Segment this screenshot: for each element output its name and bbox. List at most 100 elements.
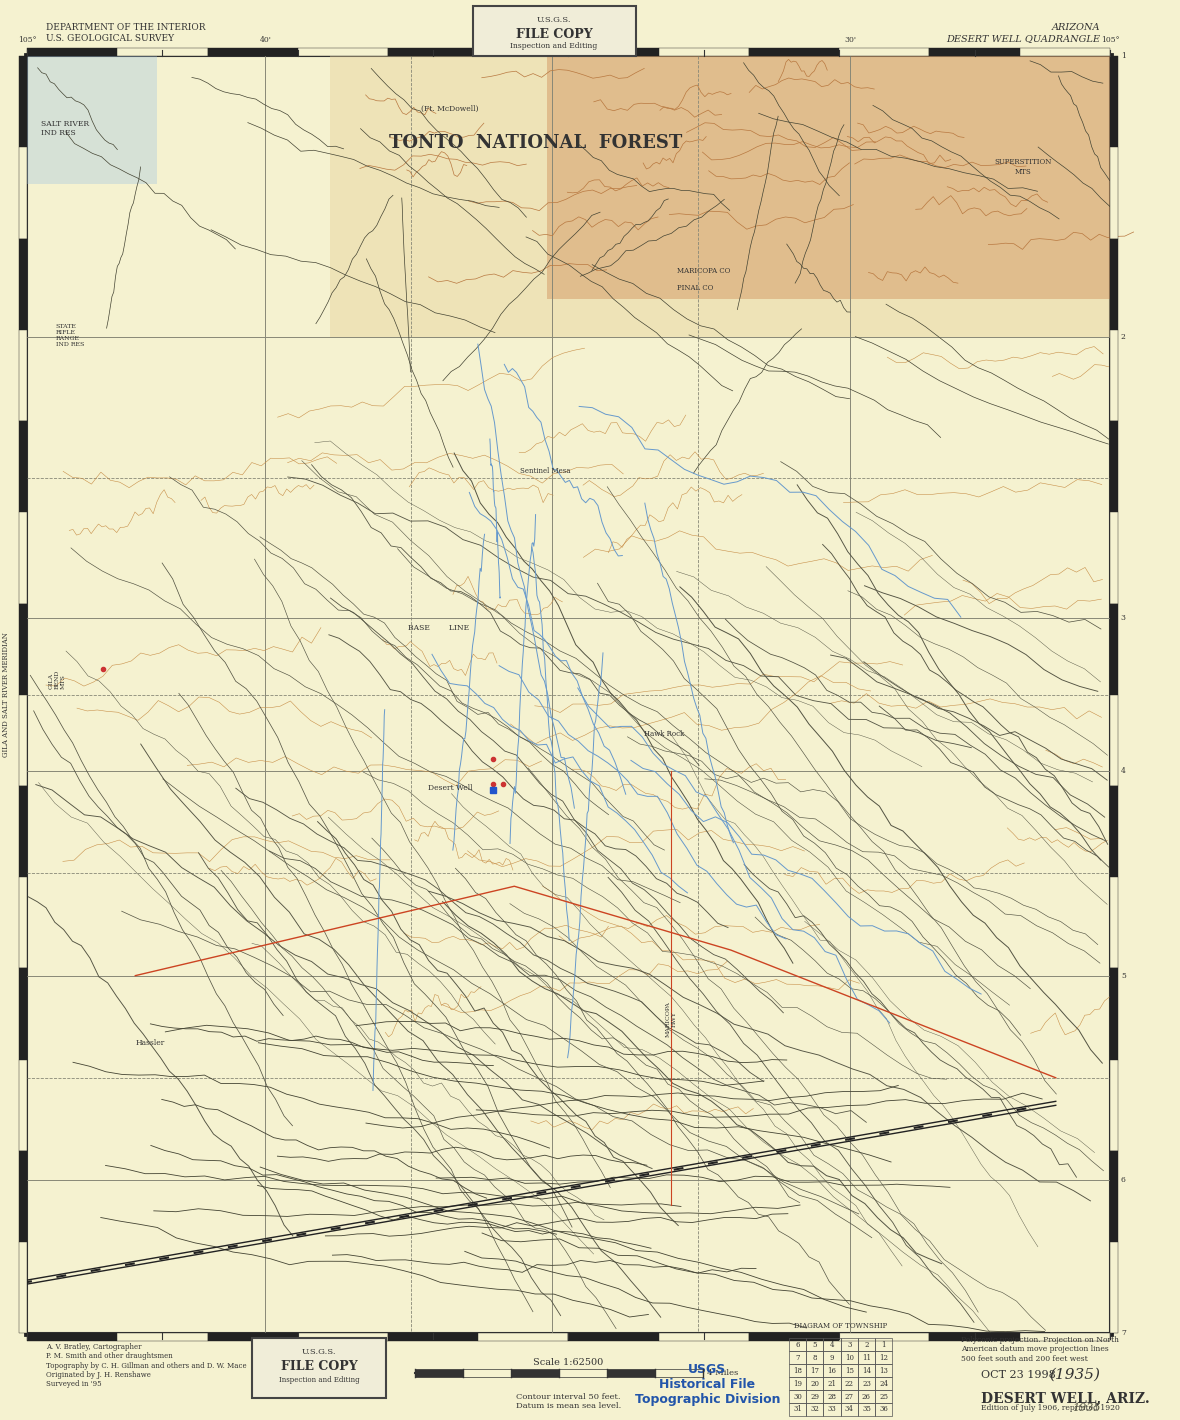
Text: 40': 40': [260, 37, 271, 44]
Text: 105°: 105°: [1101, 37, 1119, 44]
Bar: [473, 6, 636, 57]
Bar: [1110, 694, 1117, 785]
Text: 28: 28: [827, 1393, 837, 1400]
Bar: [1110, 1150, 1117, 1242]
Text: 18: 18: [793, 1366, 802, 1375]
Text: 23: 23: [863, 1380, 871, 1387]
Bar: [19, 57, 27, 148]
Bar: [840, 1365, 858, 1377]
Text: 4 Miles: 4 Miles: [708, 1369, 739, 1377]
Bar: [824, 1350, 840, 1365]
Bar: [27, 48, 117, 57]
Text: 1: 1: [881, 1340, 886, 1349]
Bar: [478, 1333, 569, 1340]
Bar: [858, 1390, 876, 1403]
Bar: [824, 1338, 840, 1350]
Bar: [876, 1338, 892, 1350]
Bar: [297, 1333, 388, 1340]
Bar: [19, 785, 27, 878]
Bar: [858, 1365, 876, 1377]
Bar: [824, 1403, 840, 1416]
Text: 3: 3: [847, 1340, 852, 1349]
Text: DESERT WELL, ARIZ.: DESERT WELL, ARIZ.: [981, 1392, 1149, 1404]
Text: 5: 5: [1121, 971, 1126, 980]
Bar: [806, 1377, 824, 1390]
Bar: [840, 1390, 858, 1403]
Text: PINAL CO: PINAL CO: [677, 284, 713, 291]
Bar: [1110, 422, 1117, 513]
Bar: [824, 1377, 840, 1390]
Polygon shape: [27, 57, 157, 185]
Text: 7: 7: [795, 1353, 800, 1362]
Text: 4: 4: [830, 1340, 834, 1349]
Text: TONTO  NATIONAL  FOREST: TONTO NATIONAL FOREST: [389, 133, 682, 152]
Bar: [297, 48, 388, 57]
Text: 26: 26: [863, 1393, 871, 1400]
Bar: [749, 1333, 839, 1340]
Bar: [876, 1377, 892, 1390]
Text: 35': 35': [546, 37, 558, 44]
Bar: [806, 1390, 824, 1403]
Text: 22: 22: [845, 1380, 854, 1387]
Bar: [1110, 57, 1117, 148]
Text: GILA AND SALT RIVER MERIDIAN: GILA AND SALT RIVER MERIDIAN: [2, 632, 9, 757]
Bar: [658, 1333, 749, 1340]
Bar: [824, 1390, 840, 1403]
Bar: [840, 1377, 858, 1390]
Text: Polyconic projection. Projection on North
American datum move projection lines
5: Polyconic projection. Projection on Nort…: [962, 1336, 1120, 1363]
Bar: [749, 48, 839, 57]
Bar: [658, 48, 749, 57]
Text: 3: 3: [1121, 613, 1126, 622]
Bar: [569, 1333, 658, 1340]
Text: 25: 25: [879, 1393, 889, 1400]
Text: ARIZONA
DESERT WELL QUADRANGLE: ARIZONA DESERT WELL QUADRANGLE: [946, 23, 1100, 43]
Polygon shape: [546, 57, 1110, 298]
Text: 27: 27: [845, 1393, 854, 1400]
Bar: [858, 1403, 876, 1416]
Text: U.S.G.S.: U.S.G.S.: [537, 17, 571, 24]
Bar: [840, 1403, 858, 1416]
Bar: [789, 1377, 806, 1390]
Bar: [1110, 513, 1117, 604]
Text: 1: 1: [1121, 53, 1126, 60]
Text: 36: 36: [879, 1406, 889, 1413]
Bar: [19, 1150, 27, 1242]
Bar: [19, 968, 27, 1059]
Text: STATE
RIFLE
RANGE
IND RES: STATE RIFLE RANGE IND RES: [55, 324, 84, 346]
Text: SALT RIVER
IND RES: SALT RIVER IND RES: [41, 121, 90, 138]
Bar: [858, 1350, 876, 1365]
Bar: [511, 1369, 559, 1377]
Bar: [19, 329, 27, 422]
Text: Contour interval 50 feet.
Datum is mean sea level.: Contour interval 50 feet. Datum is mean …: [516, 1393, 621, 1410]
Bar: [806, 1365, 824, 1377]
Text: 30': 30': [844, 37, 856, 44]
Text: 1935: 1935: [1071, 1403, 1100, 1413]
Bar: [824, 1365, 840, 1377]
Text: 6: 6: [1121, 1176, 1126, 1184]
Polygon shape: [330, 57, 1110, 337]
Text: 21: 21: [827, 1380, 837, 1387]
Text: Hawk Rock: Hawk Rock: [644, 730, 684, 738]
Bar: [789, 1338, 806, 1350]
Bar: [208, 1333, 297, 1340]
Bar: [789, 1403, 806, 1416]
Text: 9: 9: [830, 1353, 834, 1362]
Bar: [1110, 329, 1117, 422]
Bar: [19, 148, 27, 239]
Bar: [930, 1333, 1020, 1340]
Text: 4: 4: [1121, 767, 1126, 775]
Text: MARICOPA
HWY: MARICOPA HWY: [666, 1001, 677, 1037]
Bar: [253, 1338, 386, 1399]
Text: 16: 16: [827, 1366, 837, 1375]
Text: DIAGRAM OF TOWNSHIP: DIAGRAM OF TOWNSHIP: [794, 1322, 887, 1331]
Bar: [208, 48, 297, 57]
Text: 34: 34: [845, 1406, 853, 1413]
Text: Edition of July 1906, reprinted 1920: Edition of July 1906, reprinted 1920: [981, 1404, 1120, 1411]
Bar: [1110, 878, 1117, 968]
Text: 13: 13: [879, 1366, 889, 1375]
Text: 8: 8: [813, 1353, 817, 1362]
Text: GILA
BEND
MTS: GILA BEND MTS: [48, 669, 65, 689]
Text: 31: 31: [793, 1406, 802, 1413]
Bar: [1110, 785, 1117, 878]
Bar: [19, 604, 27, 694]
